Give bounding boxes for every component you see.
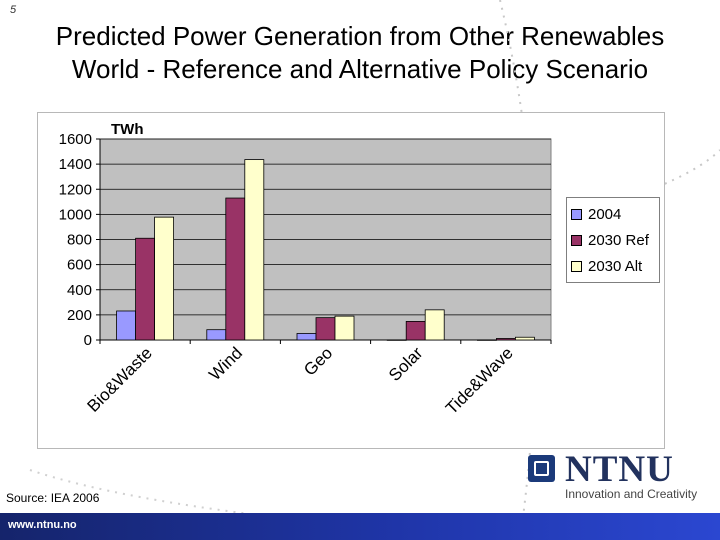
slide-title-line-1: Predicted Power Generation from Other Re…	[55, 21, 665, 51]
legend-swatch-2030-alt	[571, 260, 582, 272]
bar-wind-2030-alt	[244, 159, 265, 341]
x-tick-label: Geo	[300, 343, 336, 379]
ntnu-logo: NTNU Innovation and Creativity	[528, 449, 704, 504]
ntnu-logo-wordmark: NTNU	[565, 449, 674, 490]
bar-tide-wave-2030-alt	[514, 336, 535, 341]
bar-tide-wave-2030-ref	[495, 338, 516, 341]
y-tick-label: 1200	[59, 181, 92, 198]
legend-swatch-2004	[571, 208, 582, 220]
legend-item-2004: 2004	[571, 202, 621, 226]
ntnu-logo-icon	[528, 455, 555, 482]
legend-label-2030-ref: 2030 Ref	[588, 231, 649, 249]
legend-swatch-2030-ref	[571, 234, 582, 246]
chart-frame: 0 200 400 600 800 1000 1200 1400 1600 Bio&Waste Wi…	[37, 112, 665, 449]
bar-bio-waste-2030-alt	[154, 216, 174, 341]
bar-geo-2030-ref	[315, 317, 336, 341]
bar-geo-2030-alt	[334, 315, 355, 341]
x-tick-label: Solar	[385, 343, 427, 385]
y-tick-label: 1600	[59, 131, 92, 148]
slide-title: Predicted Power Generation from Other Re…	[20, 20, 700, 86]
bar-solar-2030-ref	[405, 321, 426, 341]
bar-tide-wave-2004	[476, 339, 497, 341]
y-tick-label: 1400	[59, 156, 92, 173]
y-tick-label: 800	[67, 232, 92, 249]
legend-item-2030-ref: 2030 Ref	[571, 228, 649, 252]
y-tick-label: 0	[84, 332, 92, 349]
y-tick-label: 600	[67, 257, 92, 274]
y-tick-label: 1000	[59, 206, 92, 223]
bar-bio-waste-2004	[116, 310, 136, 341]
bar-wind-2004	[206, 329, 227, 341]
y-tick-label: 400	[67, 282, 92, 299]
x-tick-label: Bio&Waste	[83, 343, 155, 415]
ntnu-logo-tagline: Innovation and Creativity	[565, 487, 698, 501]
y-axis-unit-label: TWh	[111, 121, 144, 138]
legend-item-2030-alt: 2030 Alt	[571, 254, 642, 278]
footer-bar: www.ntnu.no	[0, 513, 720, 540]
y-tick-label: 200	[67, 307, 92, 324]
bar-geo-2004	[296, 333, 317, 341]
source-note: Source: IEA 2006	[6, 491, 100, 505]
bar-solar-2030-alt	[424, 309, 445, 341]
bar-solar-2004	[386, 339, 407, 341]
legend-label-2004: 2004	[588, 205, 622, 223]
x-tick-label: Tide&Wave	[442, 343, 517, 418]
page-number: 5	[10, 4, 17, 16]
chart-legend: 2004 2030 Ref 2030 Alt	[566, 197, 660, 283]
slide-title-line-2: World - Reference and Alternative Policy…	[71, 54, 649, 84]
bar-wind-2030-ref	[225, 197, 246, 341]
x-tick-label: Wind	[205, 343, 246, 384]
footer-url[interactable]: www.ntnu.no	[8, 519, 77, 531]
bar-bio-waste-2030-ref	[135, 237, 155, 341]
chart-plot: 0 200 400 600 800 1000 1200 1400 1600 Bio&Waste Wi…	[59, 131, 552, 418]
legend-label-2030-alt: 2030 Alt	[588, 257, 643, 275]
